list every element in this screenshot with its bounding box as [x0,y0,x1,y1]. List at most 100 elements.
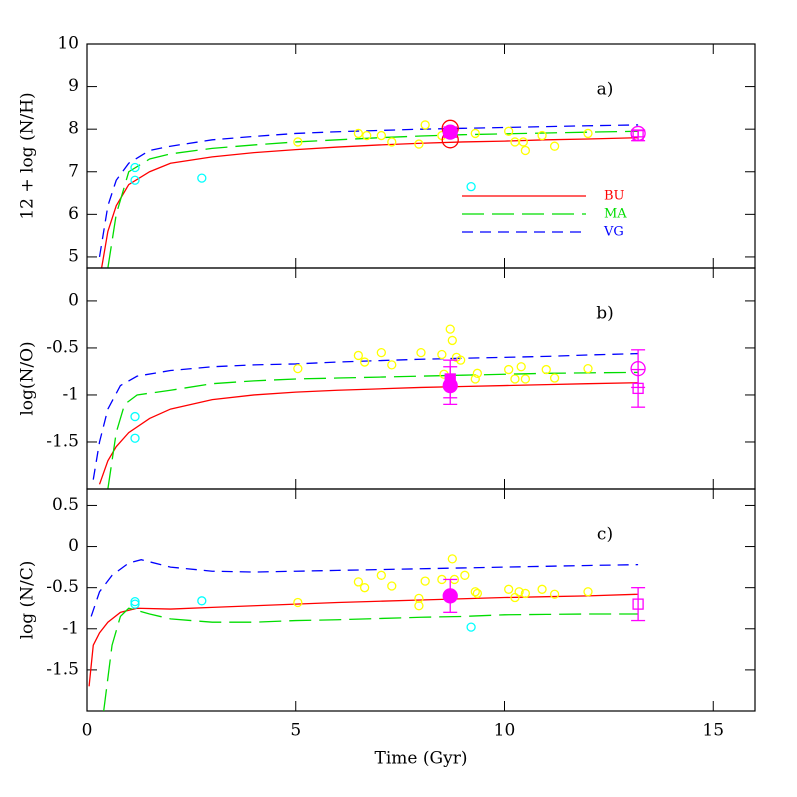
y-tick-label: -1.5 [46,659,79,679]
data-point [376,347,386,358]
y-tick-label: -1 [62,618,79,638]
data-point [376,130,386,141]
data-point [353,350,364,361]
data-point [516,362,526,372]
y-axis-label: log (N/C) [18,561,38,640]
y-tick-label: -0.5 [46,577,79,597]
data-point [293,363,303,374]
x-axis-label: Time (Gyr) [375,749,468,769]
panel-label: c) [597,525,613,545]
data-point [537,584,547,594]
y-tick-label: 8 [68,119,79,139]
data-point [632,382,644,395]
data-point [359,583,370,593]
x-tick-label: 5 [290,721,301,741]
data-point [420,576,430,586]
data-point [293,597,303,608]
data-point [447,335,457,346]
plot-area [88,554,646,711]
y-tick-label: -1 [62,384,79,404]
plot-area [98,119,646,268]
legend-label: MA [604,207,627,222]
x-tick-label: 0 [82,721,93,741]
data-point [437,349,447,360]
y-tick-label: -1.5 [46,431,79,451]
plot-frame [86,488,756,712]
data-point [387,581,397,591]
data-point [541,364,551,375]
data-point [445,324,455,334]
curve [98,124,639,258]
x-tick-label: 15 [702,721,724,741]
data-point [583,587,593,597]
curve [100,137,639,268]
curve [103,607,639,711]
legend-label: VG [603,225,624,240]
data-point [442,588,458,604]
data-point [504,126,514,136]
data-point [470,128,480,139]
data-point [416,347,426,358]
data-point [472,588,483,599]
curve [88,593,639,687]
y-tick-label: 0 [68,536,79,556]
curve [92,352,639,480]
y-axis-label: 12 + log (N/H) [18,92,38,219]
data-point [510,137,520,147]
data-point [514,587,524,597]
data-point [466,182,476,192]
y-tick-label: 6 [68,204,79,224]
data-point [510,374,520,384]
data-point [353,128,364,139]
data-point [130,596,140,607]
data-point [583,128,593,139]
data-point [387,137,397,147]
plot-area [92,324,646,489]
data-point [197,173,207,183]
panel-label: a) [597,80,614,100]
curve [90,559,639,617]
data-point [520,588,531,599]
data-point [130,175,140,185]
curve [107,130,639,268]
data-point [130,411,140,422]
data-point [444,373,456,385]
data-point [420,120,430,130]
y-tick-label: 0 [68,290,79,310]
data-point [504,364,514,375]
data-point [362,130,372,141]
data-point [293,137,303,147]
panel-label: b) [596,304,614,324]
y-tick-label: 0.5 [52,495,79,515]
data-point [518,137,528,147]
data-point [414,139,424,149]
data-point [130,162,140,173]
data-point [130,599,140,609]
y-tick-label: 5 [68,246,79,266]
curve [98,382,639,485]
curve [107,371,639,489]
y-tick-label: -0.5 [46,337,79,357]
x-tick-label: 10 [494,721,516,741]
data-point [353,577,364,587]
data-point [549,141,560,151]
data-point [549,589,560,599]
y-tick-label: 10 [57,34,79,54]
data-point [520,145,531,156]
data-point [537,130,547,141]
data-point [549,373,560,383]
data-point [197,596,207,606]
data-point [376,570,386,580]
data-point [504,584,514,594]
y-axis-label: log(N/O) [18,341,38,415]
data-point [130,433,140,443]
y-tick-label: 9 [68,76,79,96]
data-point [632,598,644,610]
data-point [466,622,476,632]
legend-label: BU [604,189,625,204]
data-point [442,124,458,140]
data-point [460,570,470,580]
data-point [470,587,480,597]
data-point [520,374,531,384]
